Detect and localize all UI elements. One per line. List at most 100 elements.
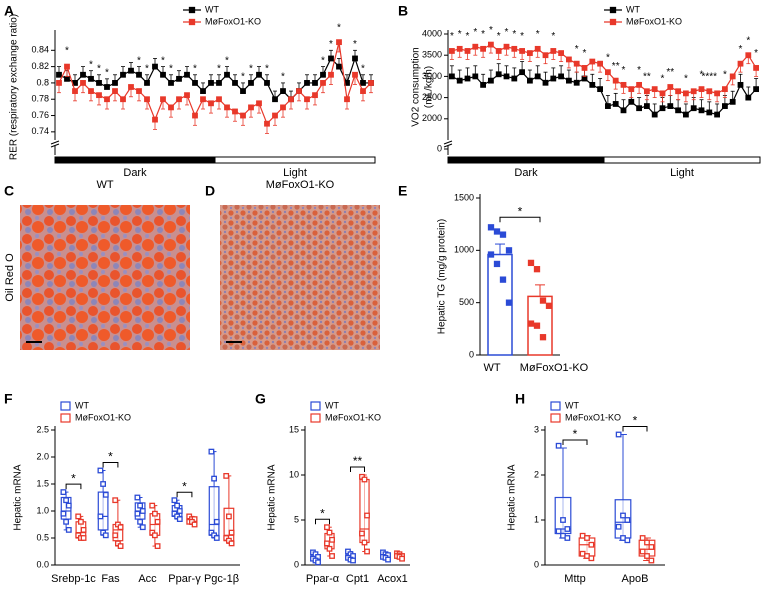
data-point [200, 88, 206, 94]
data-point [352, 71, 358, 78]
data-point [519, 48, 525, 54]
significance: * [746, 35, 750, 46]
data-point [505, 299, 513, 306]
data-point [566, 77, 572, 84]
data-point [487, 41, 494, 48]
box [208, 486, 220, 536]
y-tick-label: 0.0 [36, 559, 49, 569]
data-point [102, 532, 109, 539]
significance: * [622, 65, 626, 76]
data-point [112, 88, 118, 94]
legend-marker [310, 401, 321, 411]
x-tick-label: MøFoxO1-KO [520, 362, 589, 374]
data-point [651, 111, 658, 118]
data-point [344, 96, 350, 103]
data-point [139, 524, 146, 531]
data-point [448, 73, 455, 80]
data-point [176, 96, 182, 103]
data-point [651, 86, 658, 93]
data-point [168, 104, 174, 111]
significance: * [497, 31, 501, 42]
significance: * [320, 506, 325, 520]
data-point [63, 518, 69, 525]
legend-marker [550, 413, 561, 423]
significance: * [512, 29, 516, 40]
series-line [451, 71, 757, 116]
data-point [472, 73, 479, 80]
data-point [584, 535, 590, 541]
panel-letter: D [205, 183, 215, 199]
data-point [139, 508, 146, 514]
data-point [223, 472, 230, 479]
data-point [527, 50, 533, 56]
significance: ** [612, 61, 620, 72]
y-tick-label: 10 [289, 469, 299, 479]
data-point [213, 518, 220, 525]
data-point [495, 71, 502, 78]
data-point [174, 502, 181, 509]
data-point [336, 63, 342, 70]
data-point [224, 104, 230, 111]
data-point [539, 334, 547, 341]
data-point [480, 81, 487, 88]
x-tick-label: Cpt1 [346, 573, 369, 585]
significance: ** [666, 67, 674, 78]
significance: * [281, 72, 285, 83]
significance: * [145, 63, 149, 74]
data-point [151, 510, 158, 517]
legend-marker [609, 6, 617, 14]
x-tick-label: Ppar-α [306, 573, 340, 585]
data-point [176, 516, 183, 522]
data-point [96, 80, 102, 86]
image-title: MøFoxO1-KO [266, 179, 335, 191]
legend-label: MøFoxO1-KO [325, 412, 381, 422]
data-point [493, 228, 501, 235]
y-tick-label: 0.8 [36, 77, 49, 87]
significance: * [700, 69, 704, 80]
data-point [272, 96, 278, 103]
data-point [620, 107, 627, 114]
significance-bracket [65, 483, 82, 490]
data-point [753, 65, 759, 71]
significance: * [637, 65, 641, 76]
data-point [184, 92, 190, 99]
data-point [134, 494, 141, 501]
data-point [683, 90, 689, 97]
significance-bracket [499, 216, 541, 223]
y-tick-label: 1000 [454, 245, 474, 255]
data-point [399, 555, 405, 562]
data-point [216, 80, 222, 86]
data-point [176, 75, 182, 82]
data-point [511, 75, 518, 82]
data-point [80, 80, 86, 86]
data-point [112, 532, 119, 539]
histology-image [220, 205, 380, 350]
data-point [144, 80, 150, 86]
significance: * [606, 52, 610, 63]
significance: * [137, 55, 141, 66]
x-tick-label: WT [483, 362, 500, 374]
data-point [264, 80, 270, 86]
data-point [154, 543, 161, 549]
data-point [72, 88, 78, 94]
data-point [208, 448, 215, 455]
data-point [136, 71, 142, 78]
data-point [499, 276, 507, 283]
significance: ** [353, 454, 363, 468]
data-point [208, 100, 214, 107]
y-tick-label: 0 [534, 559, 539, 569]
y-tick-label: 3 [534, 424, 539, 434]
significance: * [353, 39, 357, 50]
y-axis-label: Hepatic mRNA [267, 464, 278, 530]
data-point [480, 45, 487, 52]
data-point [597, 60, 603, 67]
data-point [542, 52, 549, 59]
panel-letter: G [255, 391, 266, 407]
y-tick-label: 5 [294, 514, 299, 524]
significance: * [466, 31, 470, 42]
data-point [97, 467, 104, 474]
significance: * [575, 44, 579, 55]
histology-image [20, 205, 190, 350]
axis-break [443, 143, 453, 148]
panel-letter: C [4, 183, 14, 199]
